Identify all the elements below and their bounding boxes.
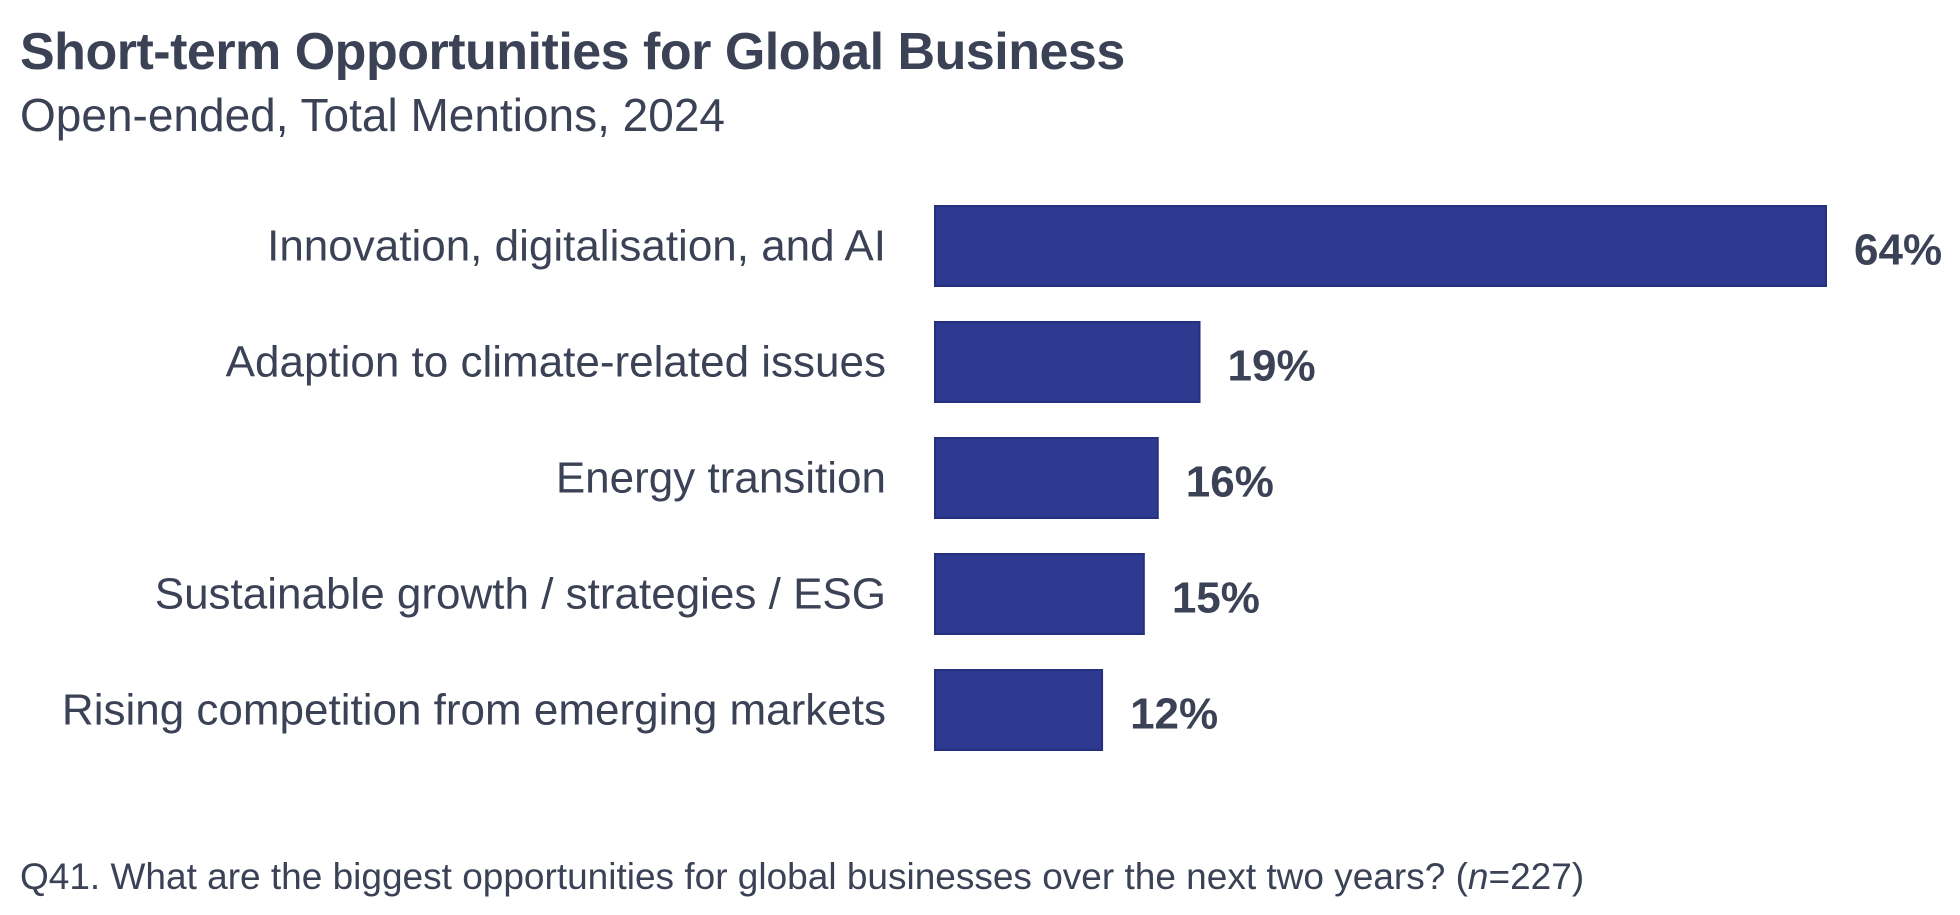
bar (934, 669, 1104, 751)
data-label: 16% (1186, 458, 1274, 507)
category-label: Adaption to climate-related issues (226, 338, 886, 387)
data-label: 64% (1854, 226, 1942, 275)
bar (934, 321, 1201, 403)
data-label: 19% (1228, 342, 1316, 391)
bar-chart: Innovation, digitalisation, and AI 64% Ada… (62, 205, 1942, 751)
category-label: Innovation, digitalisation, and AI (267, 222, 886, 271)
bar (934, 553, 1145, 635)
footnote-prefix: Q41. What are the biggest opportunities … (20, 856, 1468, 897)
bar (934, 205, 1827, 287)
chart-subtitle: Open-ended, Total Mentions, 2024 (20, 89, 725, 141)
data-label: 12% (1130, 690, 1218, 739)
footnote: Q41. What are the biggest opportunities … (20, 856, 1584, 898)
footnote-suffix: =227) (1488, 856, 1585, 897)
category-label: Sustainable growth / strategies / ESG (155, 570, 886, 619)
data-label: 15% (1172, 574, 1260, 623)
footnote-n-symbol: n (1467, 856, 1489, 897)
chart-title: Short-term Opportunities for Global Busi… (20, 23, 1125, 81)
bar (934, 437, 1159, 519)
category-label: Energy transition (556, 454, 886, 503)
category-label: Rising competition from emerging markets (62, 686, 886, 735)
